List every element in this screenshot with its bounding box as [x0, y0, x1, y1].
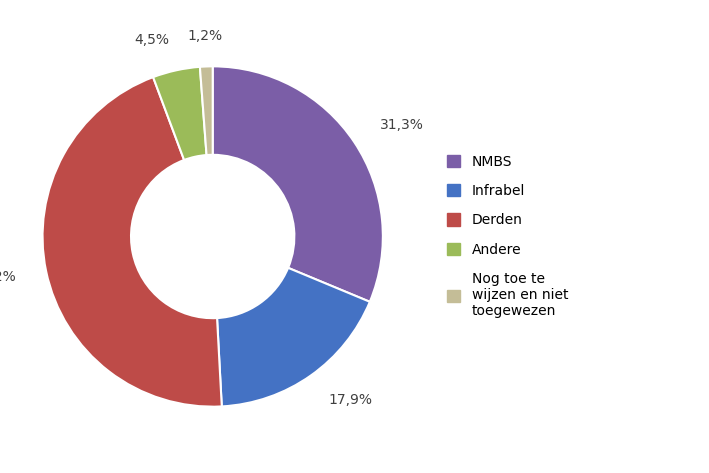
Text: 17,9%: 17,9% — [328, 394, 372, 407]
Wedge shape — [43, 77, 222, 407]
Legend: NMBS, Infrabel, Derden, Andere, Nog toe te
wijzen en niet
toegewezen: NMBS, Infrabel, Derden, Andere, Nog toe … — [447, 155, 568, 318]
Wedge shape — [200, 66, 213, 155]
Wedge shape — [153, 67, 206, 160]
Wedge shape — [217, 268, 370, 406]
Text: 4,5%: 4,5% — [135, 34, 169, 47]
Wedge shape — [213, 66, 383, 302]
Text: 31,3%: 31,3% — [380, 118, 423, 132]
Text: 45,2%: 45,2% — [0, 271, 16, 284]
Text: 1,2%: 1,2% — [188, 29, 223, 43]
